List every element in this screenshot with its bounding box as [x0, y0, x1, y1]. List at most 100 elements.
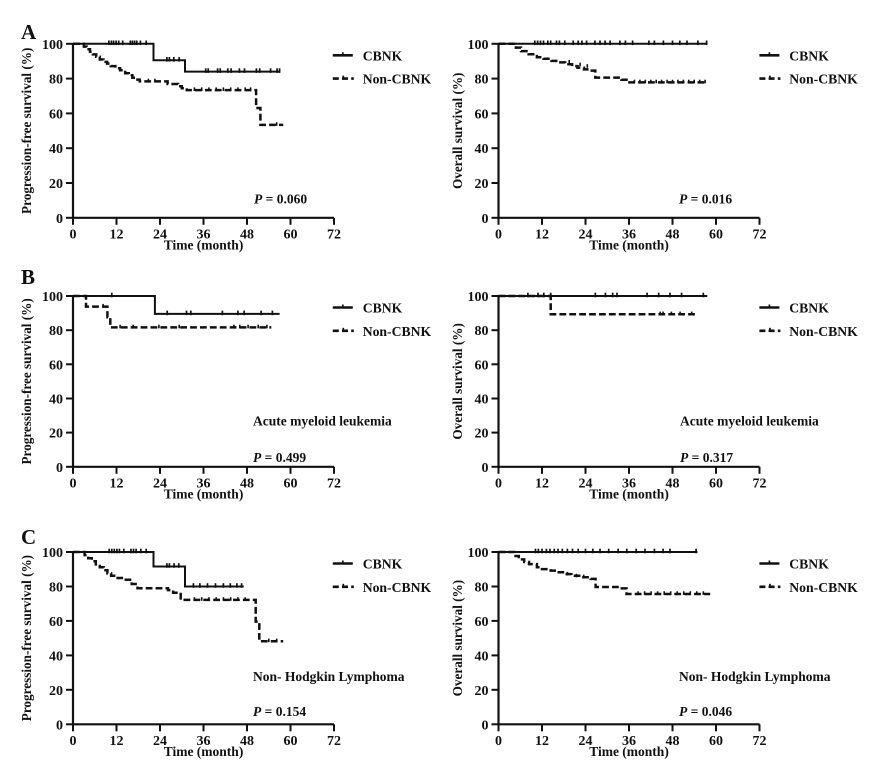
svg-text:100: 100 [42, 290, 63, 305]
svg-text:100: 100 [468, 290, 489, 305]
svg-text:20: 20 [475, 684, 489, 699]
svg-text:72: 72 [327, 476, 341, 491]
svg-text:48: 48 [240, 227, 254, 242]
svg-text:Time (month): Time (month) [164, 744, 244, 759]
svg-text:40: 40 [49, 649, 63, 664]
svg-text:Non-CBNK: Non-CBNK [363, 580, 432, 595]
svg-text:B: B [21, 265, 35, 289]
svg-text:100: 100 [42, 38, 63, 53]
svg-text:20: 20 [475, 427, 489, 442]
svg-text:20: 20 [49, 177, 63, 192]
svg-text:C: C [21, 525, 36, 549]
svg-text:24: 24 [579, 734, 593, 749]
svg-text:P = 0.499: P = 0.499 [253, 450, 306, 465]
svg-text:12: 12 [535, 227, 549, 242]
svg-text:0: 0 [495, 734, 502, 749]
svg-text:Non- Hodgkin Lymphoma: Non- Hodgkin Lymphoma [253, 669, 405, 684]
svg-text:24: 24 [579, 476, 593, 491]
svg-text:60: 60 [49, 615, 63, 630]
svg-text:0: 0 [495, 476, 502, 491]
svg-text:0: 0 [70, 734, 77, 749]
svg-text:80: 80 [475, 581, 489, 596]
svg-text:36: 36 [197, 227, 211, 242]
svg-text:24: 24 [153, 734, 167, 749]
svg-text:12: 12 [535, 734, 549, 749]
svg-text:80: 80 [475, 324, 489, 339]
svg-text:80: 80 [49, 73, 63, 88]
svg-text:0: 0 [56, 212, 63, 227]
svg-text:72: 72 [327, 734, 341, 749]
svg-text:Non-CBNK: Non-CBNK [363, 72, 432, 87]
svg-text:24: 24 [153, 227, 167, 242]
svg-text:Overall survival (%): Overall survival (%) [450, 73, 465, 189]
svg-text:24: 24 [153, 476, 167, 491]
svg-text:12: 12 [535, 476, 549, 491]
svg-text:100: 100 [42, 546, 63, 561]
svg-text:48: 48 [666, 227, 680, 242]
svg-text:Time (month): Time (month) [164, 486, 244, 501]
svg-text:CBNK: CBNK [789, 557, 829, 572]
svg-text:P = 0.317: P = 0.317 [680, 450, 733, 465]
svg-text:A: A [21, 20, 37, 44]
svg-text:40: 40 [475, 649, 489, 664]
svg-text:72: 72 [753, 476, 767, 491]
svg-text:48: 48 [666, 476, 680, 491]
svg-text:CBNK: CBNK [363, 301, 403, 316]
svg-text:0: 0 [482, 461, 489, 476]
svg-text:Non-CBNK: Non-CBNK [789, 324, 858, 339]
svg-text:CBNK: CBNK [789, 48, 829, 63]
svg-text:100: 100 [468, 38, 489, 53]
svg-text:60: 60 [709, 476, 723, 491]
svg-text:Non-CBNK: Non-CBNK [789, 580, 858, 595]
svg-text:Acute myeloid leukemia: Acute myeloid leukemia [253, 414, 392, 429]
svg-text:P = 0.016: P = 0.016 [679, 192, 732, 207]
svg-text:P = 0.154: P = 0.154 [253, 704, 306, 719]
svg-text:Time (month): Time (month) [589, 486, 669, 501]
svg-text:48: 48 [666, 734, 680, 749]
svg-text:Non-CBNK: Non-CBNK [789, 72, 858, 87]
svg-text:20: 20 [49, 427, 63, 442]
svg-text:12: 12 [110, 734, 124, 749]
svg-text:80: 80 [49, 581, 63, 596]
svg-text:60: 60 [709, 227, 723, 242]
svg-text:60: 60 [475, 107, 489, 122]
svg-text:Overall survival (%): Overall survival (%) [450, 580, 465, 696]
svg-text:0: 0 [56, 718, 63, 733]
svg-text:Overall survival (%): Overall survival (%) [450, 323, 465, 439]
svg-text:72: 72 [753, 227, 767, 242]
svg-text:0: 0 [482, 212, 489, 227]
svg-text:80: 80 [475, 73, 489, 88]
svg-text:24: 24 [579, 227, 593, 242]
svg-text:36: 36 [197, 734, 211, 749]
svg-text:Progression-free survival (%): Progression-free survival (%) [19, 298, 34, 464]
svg-text:Progression-free survival (%): Progression-free survival (%) [19, 555, 34, 721]
svg-text:Time (month): Time (month) [589, 744, 669, 759]
svg-text:Acute myeloid leukemia: Acute myeloid leukemia [680, 414, 819, 429]
svg-text:Progression-free survival (%): Progression-free survival (%) [19, 48, 34, 214]
svg-text:60: 60 [284, 227, 298, 242]
svg-text:36: 36 [197, 476, 211, 491]
svg-text:0: 0 [70, 227, 77, 242]
svg-text:40: 40 [475, 142, 489, 157]
svg-text:CBNK: CBNK [363, 557, 403, 572]
svg-text:48: 48 [240, 476, 254, 491]
svg-text:0: 0 [70, 476, 77, 491]
svg-text:60: 60 [284, 476, 298, 491]
svg-text:0: 0 [482, 718, 489, 733]
svg-text:60: 60 [49, 107, 63, 122]
svg-text:Non- Hodgkin Lymphoma: Non- Hodgkin Lymphoma [679, 669, 831, 684]
svg-text:60: 60 [475, 358, 489, 373]
svg-text:12: 12 [110, 227, 124, 242]
svg-text:CBNK: CBNK [363, 48, 403, 63]
svg-text:40: 40 [475, 393, 489, 408]
svg-text:12: 12 [110, 476, 124, 491]
svg-text:72: 72 [327, 227, 341, 242]
svg-text:36: 36 [622, 476, 636, 491]
svg-text:36: 36 [622, 734, 636, 749]
svg-text:0: 0 [56, 461, 63, 476]
svg-text:20: 20 [475, 177, 489, 192]
svg-text:Time (month): Time (month) [589, 237, 669, 252]
svg-text:60: 60 [709, 734, 723, 749]
svg-text:40: 40 [49, 393, 63, 408]
svg-text:60: 60 [49, 358, 63, 373]
